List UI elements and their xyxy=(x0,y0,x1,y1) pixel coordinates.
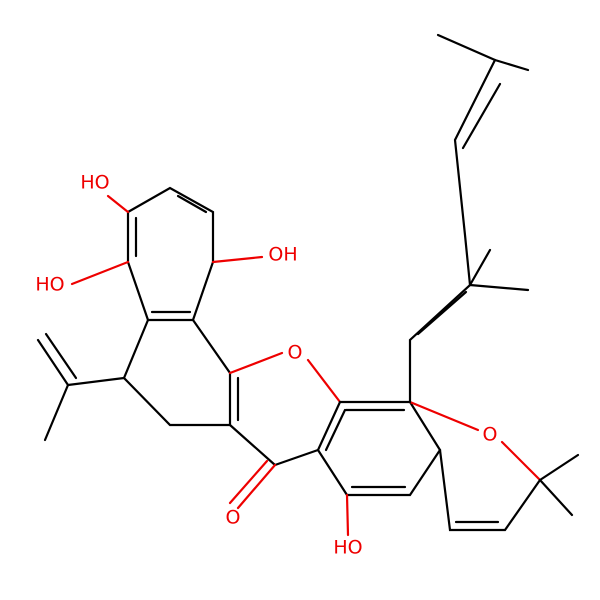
bond xyxy=(316,400,442,497)
bond xyxy=(66,376,126,387)
bond xyxy=(122,318,232,427)
bond xyxy=(468,248,492,287)
bond xyxy=(106,194,130,214)
bond xyxy=(228,423,277,467)
bond xyxy=(416,290,468,336)
bond xyxy=(44,332,78,380)
bond xyxy=(500,440,542,482)
atom-label: O xyxy=(226,507,241,529)
bond xyxy=(461,82,502,150)
bond xyxy=(126,186,215,322)
atom-label: HO xyxy=(80,172,109,194)
bond xyxy=(538,478,574,517)
bond xyxy=(538,453,580,482)
bond xyxy=(36,338,70,387)
atom-label: O xyxy=(483,424,498,446)
bond xyxy=(468,283,530,292)
bond xyxy=(176,194,208,214)
bond xyxy=(438,448,542,532)
bond xyxy=(273,448,320,467)
bonds xyxy=(36,33,580,537)
bond xyxy=(70,260,130,286)
bond xyxy=(43,383,70,442)
bond xyxy=(493,58,530,72)
bond xyxy=(408,400,480,432)
bond xyxy=(211,255,264,264)
bond xyxy=(345,493,350,537)
atom-label: O xyxy=(288,342,303,364)
bond xyxy=(236,463,277,510)
bond xyxy=(436,33,497,62)
bond xyxy=(228,351,284,375)
atom-label: OH xyxy=(268,244,297,266)
bond xyxy=(306,358,342,404)
atom-label: HO xyxy=(35,274,64,296)
atom-label: HO xyxy=(333,537,362,559)
bond xyxy=(228,459,269,505)
bond xyxy=(408,58,497,404)
bond xyxy=(324,408,347,452)
